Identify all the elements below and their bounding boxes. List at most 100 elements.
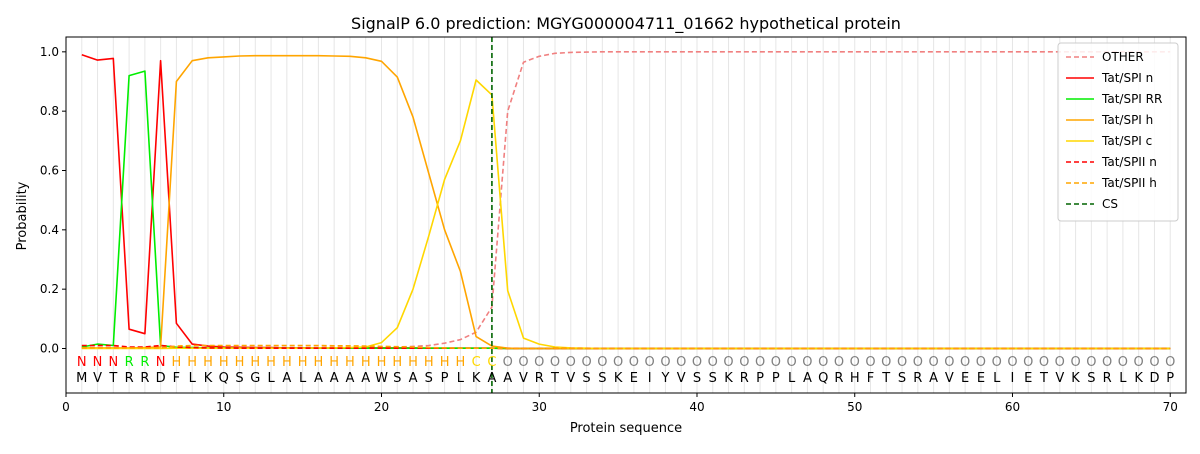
sequence-labels: NMNVNTRRRRNDHFHLHKHQHSHGHLHAHLHAHAHAHAHW…	[76, 355, 1175, 386]
residue-label: T	[881, 371, 890, 386]
region-label: H	[361, 355, 371, 370]
residue-label: S	[425, 371, 433, 386]
residue-label: I	[1011, 371, 1015, 386]
x-tick-label: 70	[1163, 400, 1178, 414]
legend-label: Tat/SPI RR	[1101, 92, 1162, 106]
series-line-tat-spi-c	[81, 79, 1171, 350]
region-label: O	[1134, 355, 1144, 370]
residue-label: K	[1071, 371, 1080, 386]
residue-label: S	[393, 371, 401, 386]
region-label: O	[1070, 355, 1080, 370]
residue-label: L	[299, 371, 307, 386]
residue-label: P	[772, 371, 780, 386]
region-label: H	[187, 355, 197, 370]
residue-label: P	[756, 371, 764, 386]
chart-title: SignalP 6.0 prediction: MGYG000004711_01…	[351, 14, 901, 34]
y-tick-label: 0.6	[40, 164, 59, 178]
series-line-tat-spi-n	[81, 54, 1171, 350]
residue-label: K	[204, 371, 213, 386]
region-label: N	[77, 355, 87, 370]
region-label: O	[960, 355, 970, 370]
region-label: O	[581, 355, 591, 370]
region-label: O	[676, 355, 686, 370]
residue-label: R	[834, 371, 843, 386]
region-label: N	[156, 355, 166, 370]
region-label: O	[865, 355, 875, 370]
residue-label: S	[1087, 371, 1095, 386]
region-label: H	[392, 355, 402, 370]
region-label: H	[282, 355, 292, 370]
residue-label: I	[648, 371, 652, 386]
region-label: O	[928, 355, 938, 370]
residue-label: R	[740, 371, 749, 386]
y-tick-label: 0.8	[40, 104, 59, 118]
residue-label: A	[361, 371, 370, 386]
region-label: O	[550, 355, 560, 370]
residue-label: L	[267, 371, 275, 386]
residue-label: L	[993, 371, 1001, 386]
residue-label: A	[409, 371, 418, 386]
region-label: O	[818, 355, 828, 370]
region-label: O	[755, 355, 765, 370]
region-label: O	[913, 355, 923, 370]
residue-label: K	[724, 371, 733, 386]
residue-label: Y	[660, 371, 669, 386]
residue-label: A	[345, 371, 354, 386]
residue-label: W	[375, 371, 388, 386]
grid-layer	[81, 37, 1171, 393]
residue-label: T	[550, 371, 559, 386]
region-label: H	[408, 355, 418, 370]
region-label: O	[992, 355, 1002, 370]
region-label: H	[235, 355, 245, 370]
region-label: O	[566, 355, 576, 370]
region-label: H	[377, 355, 387, 370]
residue-label: E	[1024, 371, 1032, 386]
legend-label: Tat/SPI c	[1101, 134, 1152, 148]
region-label: H	[250, 355, 260, 370]
residue-label: G	[250, 371, 260, 386]
region-label: H	[329, 355, 339, 370]
region-label: O	[692, 355, 702, 370]
residue-label: P	[1166, 371, 1174, 386]
region-label: O	[739, 355, 749, 370]
legend: OTHER Tat/SPI n Tat/SPI RR Tat/SPI h Tat/SPI…	[1057, 42, 1179, 222]
residue-label: L	[457, 371, 465, 386]
x-tick-label: 40	[689, 400, 704, 414]
x-tick-label: 50	[847, 400, 862, 414]
residue-label: S	[693, 371, 701, 386]
residue-label: A	[330, 371, 339, 386]
series-line-tat-spi-rr	[81, 70, 1171, 350]
residue-label: K	[1134, 371, 1143, 386]
residue-label: F	[173, 371, 180, 386]
region-label: O	[1118, 355, 1128, 370]
residue-label: T	[108, 371, 117, 386]
y-axis-ticks: 0.0 0.2 0.4 0.6 0.8 1.0	[40, 45, 66, 356]
residue-label: F	[867, 371, 874, 386]
residue-label: A	[929, 371, 938, 386]
y-tick-label: 1.0	[40, 45, 59, 59]
region-label: O	[503, 355, 513, 370]
residue-label: R	[125, 371, 134, 386]
legend-label: Tat/SPI h	[1101, 113, 1153, 127]
x-tick-label: 60	[1005, 400, 1020, 414]
residue-label: E	[977, 371, 985, 386]
region-label: O	[1102, 355, 1112, 370]
residue-label: R	[1103, 371, 1112, 386]
region-label: H	[172, 355, 182, 370]
region-label: O	[1149, 355, 1159, 370]
residue-label: V	[566, 371, 575, 386]
region-label: O	[771, 355, 781, 370]
residue-label: D	[1149, 371, 1159, 386]
region-label: O	[660, 355, 670, 370]
region-label: O	[1039, 355, 1049, 370]
residue-label: L	[788, 371, 796, 386]
region-label: H	[424, 355, 434, 370]
region-label: C	[487, 355, 496, 370]
y-tick-label: 0.0	[40, 342, 59, 356]
region-label: H	[314, 355, 324, 370]
region-label: O	[834, 355, 844, 370]
residue-label: V	[519, 371, 528, 386]
legend-box	[1057, 42, 1179, 222]
residue-label: E	[961, 371, 969, 386]
region-label: O	[723, 355, 733, 370]
